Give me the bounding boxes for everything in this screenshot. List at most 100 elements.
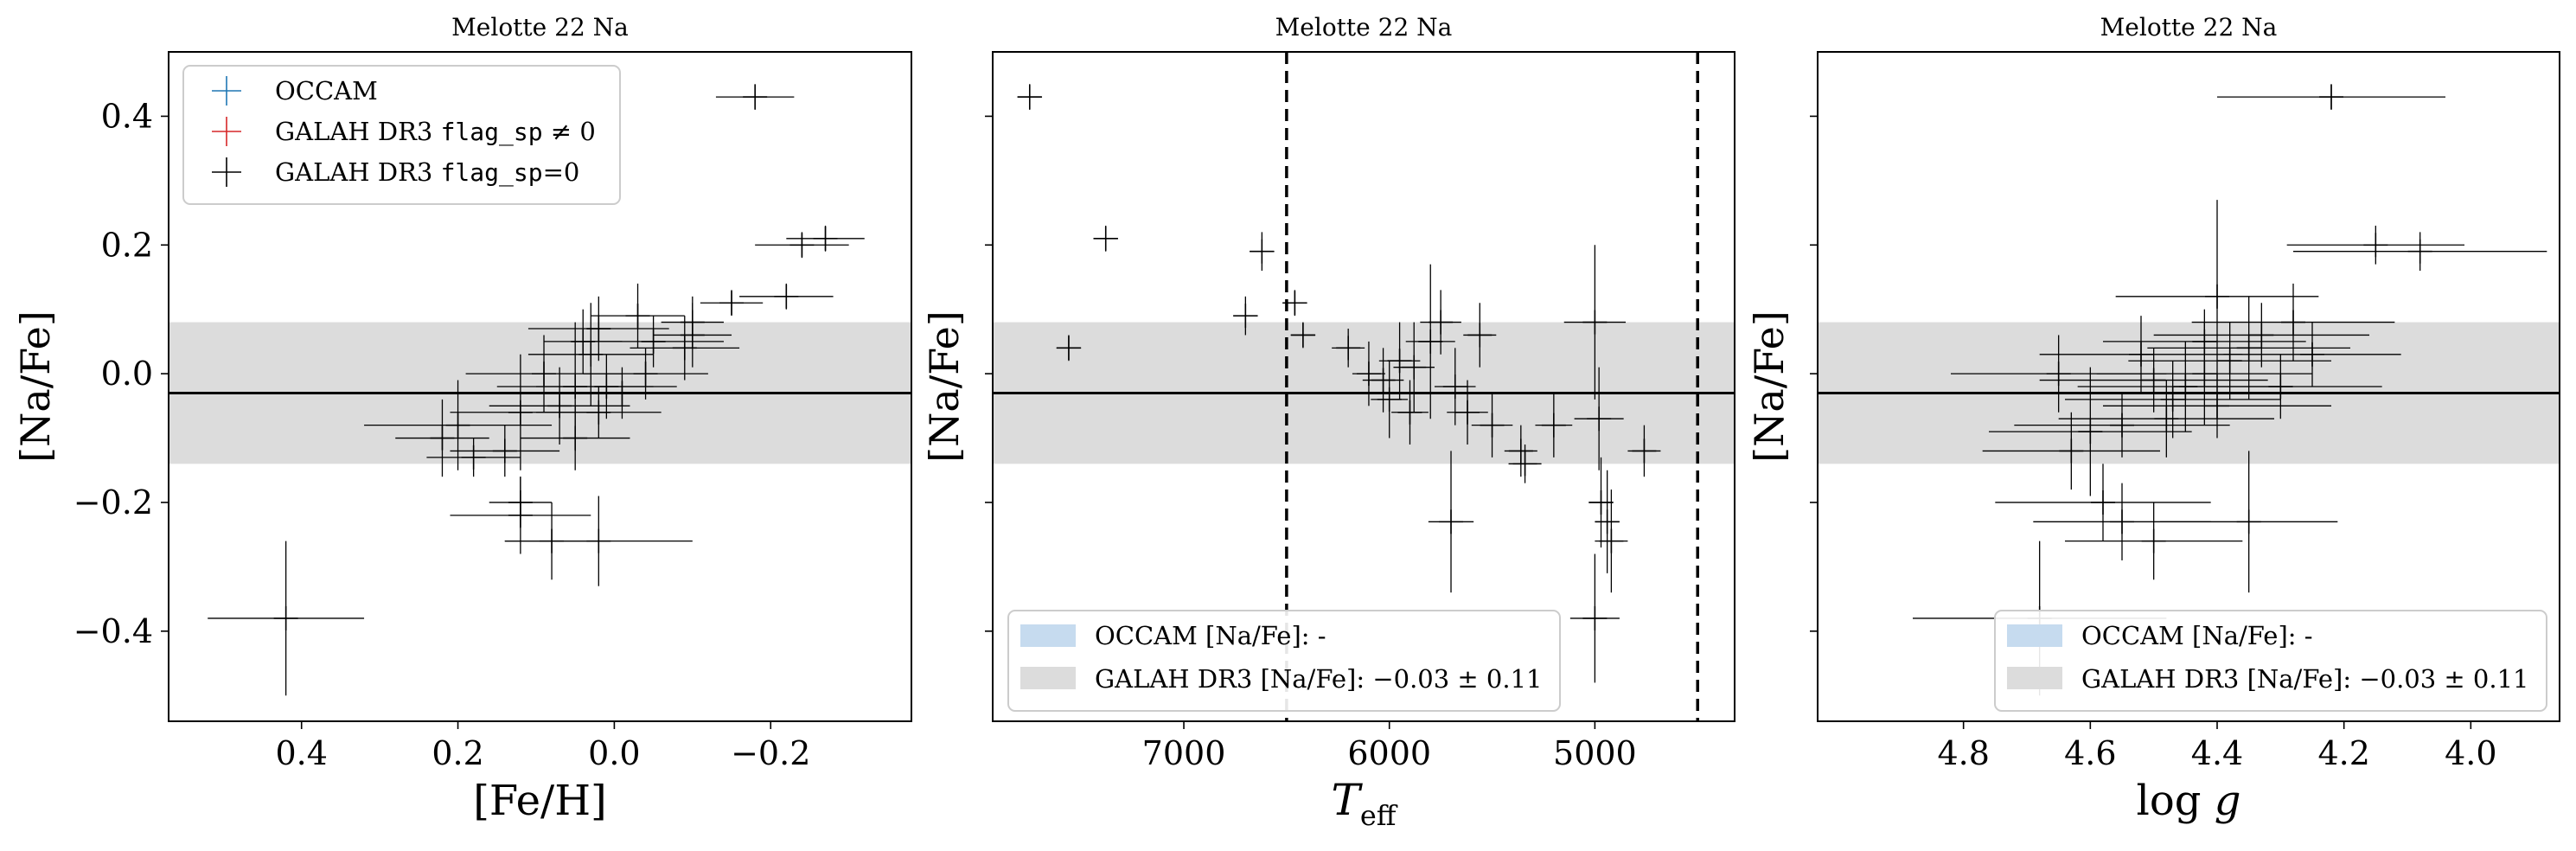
data-point [1017, 84, 1043, 110]
data-point [786, 225, 865, 252]
data-point [1428, 451, 1474, 593]
data-point [1290, 322, 1316, 349]
x-tick-label: 0.4 [275, 734, 327, 772]
x-tick-label: 7000 [1142, 734, 1226, 772]
x-tick-label: 0.0 [588, 734, 640, 772]
band-legend: OCCAM [Na/Fe]: - GALAH DR3 [Na/Fe]: −0.03… [1007, 610, 1561, 712]
data-point [1504, 425, 1537, 477]
y-tick-label: 0.4 [101, 97, 153, 135]
x-axis-label: log g [2137, 777, 2241, 825]
y-tick-label: −0.4 [74, 612, 153, 650]
data-point [1471, 393, 1513, 457]
data-points [1913, 84, 2547, 696]
data-point [2058, 380, 2274, 457]
data-point [2147, 296, 2350, 400]
y-tick-label: 0.0 [101, 355, 153, 393]
data-point [2160, 451, 2338, 593]
data-point [1093, 225, 1118, 252]
band-legend-frame [1994, 610, 2547, 712]
data-point [2153, 303, 2369, 368]
data-point [1995, 464, 2211, 541]
data-point [1362, 348, 1404, 413]
data-point [1982, 412, 2160, 490]
panel-title: Melotte 22 Na [1275, 13, 1453, 42]
data-point [2223, 322, 2401, 387]
data-point [527, 296, 669, 362]
data-point [504, 496, 693, 586]
x-axis-label: [Fe/H] [473, 777, 607, 825]
data-point [700, 290, 764, 317]
x-axis-label-main: log [2137, 777, 2215, 825]
data-point [739, 283, 834, 310]
data-point [208, 541, 365, 696]
data-point [1989, 367, 2192, 496]
data-point [567, 367, 677, 419]
data-point [1535, 393, 1573, 457]
data-point [520, 406, 630, 470]
data-point [2039, 316, 2243, 394]
data-point [1393, 322, 1435, 413]
data-point [395, 399, 489, 477]
y-tick-label: −0.2 [74, 483, 153, 521]
data-point [2014, 393, 2230, 457]
data-point [1569, 553, 1620, 683]
x-tick-label: 5000 [1553, 734, 1637, 772]
data-point [465, 335, 623, 413]
data-point [2103, 309, 2306, 374]
band-legend-frame [1007, 610, 1561, 712]
y-tick-label: 0.2 [101, 226, 153, 264]
panel-2: 7000 6000 5000 Melotte 22 Na [Na/Fe] Teff OCCA… [921, 13, 1735, 832]
x-axis-label-main: T [1331, 775, 1363, 825]
data-point [1371, 361, 1409, 438]
data-point [1463, 303, 1497, 368]
panel-3: 4.8 4.6 4.4 4.2 4.0 Melotte 22 Na [Na/Fe] log g… [1746, 13, 2560, 825]
galah-band-swatch [2007, 667, 2062, 689]
data-point [1595, 489, 1628, 593]
data-point [2286, 225, 2464, 265]
data-point [1378, 322, 1421, 400]
data-point [1588, 457, 1614, 548]
x-tick-label: 4.4 [2191, 734, 2243, 772]
legend-label-text: GALAH DR3 [275, 157, 441, 187]
panel-title: Melotte 22 Na [451, 13, 629, 42]
y-axis-label: [Na/Fe] [921, 310, 968, 463]
data-point [1056, 335, 1082, 362]
data-point [2103, 374, 2331, 438]
data-point [544, 309, 623, 374]
galah-band-label: GALAH DR3 [Na/Fe]: −0.03 ± 0.11 [2081, 664, 2529, 694]
band-legend: OCCAM [Na/Fe]: - GALAH DR3 [Na/Fe]: −0.03… [1994, 610, 2547, 712]
y-axis-label: [Na/Fe] [1746, 310, 1793, 463]
x-tick-label: 4.6 [2064, 734, 2116, 772]
axes-frame [1817, 51, 2560, 722]
data-point [1595, 470, 1620, 573]
data-point [1447, 380, 1488, 445]
axes-frame [168, 51, 912, 722]
data-point [1233, 296, 1258, 336]
legend-label-flag: flag_sp [441, 158, 543, 188]
x-tick-label: 4.0 [2445, 734, 2496, 772]
panel-title: Melotte 22 Na [2100, 13, 2278, 42]
legend-label-flag: flag_sp [441, 118, 543, 147]
data-point [450, 425, 560, 477]
data-points [208, 84, 865, 696]
data-point [1574, 367, 1624, 470]
data-point [1508, 444, 1542, 483]
legend: OCCAM GALAH DR3 flag_sp ≠ 0 GALAH DR3 flag… [182, 65, 621, 205]
data-point [489, 367, 630, 445]
occam-band-label: OCCAM [Na/Fe]: - [1095, 621, 1326, 650]
legend-label-text: GALAH DR3 [275, 117, 441, 146]
x-tick-label: 4.8 [1937, 734, 1989, 772]
occam-band-swatch [1020, 624, 1076, 647]
legend-label-suffix: ≠ 0 [543, 117, 596, 146]
data-points [1017, 84, 1661, 683]
data-point [364, 380, 553, 470]
legend-label: OCCAM [275, 76, 378, 106]
legend-label-text: OCCAM [275, 76, 378, 106]
data-point [2065, 502, 2243, 580]
data-point [1282, 290, 1307, 317]
data-point [1627, 425, 1661, 477]
data-point [1250, 232, 1275, 272]
data-point [2217, 84, 2445, 110]
x-tick-label: 6000 [1347, 734, 1431, 772]
